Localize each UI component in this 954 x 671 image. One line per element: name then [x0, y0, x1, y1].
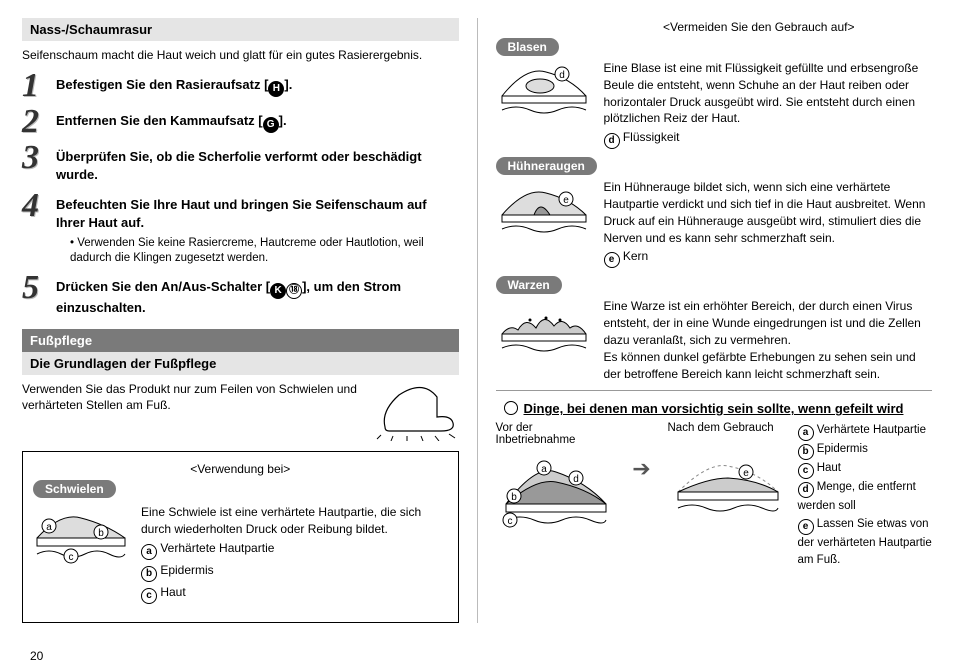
- step: 2Entfernen Sie den Kammaufsatz [G].: [22, 107, 459, 137]
- precaution-title: Dinge, bei denen man vorsichtig sein sol…: [504, 401, 933, 416]
- ref-icon: H: [268, 81, 284, 97]
- step-number: 3: [22, 143, 56, 173]
- skin-diagram: [496, 298, 592, 358]
- marker-icon: a: [141, 544, 157, 560]
- svg-text:c: c: [69, 552, 74, 563]
- foot-icon: [375, 381, 459, 441]
- legend-item: b Epidermis: [798, 441, 933, 460]
- marker-icon: e: [604, 252, 620, 268]
- precaution-legend: a Verhärtete Hautpartieb Epidermisc Haut…: [798, 422, 933, 569]
- callus-pill: Schwielen: [33, 480, 116, 498]
- wet-shave-intro: Seifenschaum macht die Haut weich und gl…: [22, 47, 459, 63]
- legend-item: c Haut: [798, 460, 933, 479]
- step-text: Entfernen Sie den Kammaufsatz [G].: [56, 107, 287, 133]
- step: 1Befestigen Sie den Rasieraufsatz [H].: [22, 71, 459, 101]
- left-column: Nass-/Schaumrasur Seifenschaum macht die…: [22, 18, 477, 623]
- after-label: Nach dem Gebrauch: [668, 422, 788, 434]
- before-label: Vor der Inbetriebnahme: [496, 422, 616, 446]
- ref-icon: ⑱: [286, 283, 302, 299]
- marker-icon: c: [141, 588, 157, 604]
- svg-text:a: a: [46, 522, 52, 533]
- marker-icon: c: [798, 463, 814, 479]
- legend-item: a Verhärtete Hautpartie: [798, 422, 933, 441]
- wet-shave-title: Nass-/Schaumrasur: [22, 18, 459, 41]
- skin-diagram: d: [496, 60, 592, 120]
- ref-icon: G: [263, 117, 279, 133]
- marker-icon: d: [798, 482, 814, 498]
- svg-text:d: d: [559, 70, 565, 81]
- legend-item: e Lassen Sie etwas von der verhärteten H…: [798, 516, 933, 570]
- footcare-sub: Die Grundlagen der Fußpflege: [22, 352, 459, 375]
- svg-text:e: e: [743, 468, 749, 479]
- page: Nass-/Schaumrasur Seifenschaum macht die…: [0, 0, 954, 623]
- after-diagram: e: [668, 436, 788, 526]
- skin-diagram: e: [496, 179, 592, 239]
- avoid-pill: Blasen: [496, 38, 559, 56]
- before-diagram: a b c d: [496, 448, 616, 538]
- step-number: 2: [22, 107, 56, 137]
- avoid-pill: Hühneraugen: [496, 157, 597, 175]
- avoid-item: HühneraugeneEin Hühnerauge bildet sich, …: [496, 157, 933, 268]
- svg-text:a: a: [541, 464, 547, 475]
- svg-text:d: d: [573, 474, 579, 485]
- page-number: 20: [30, 649, 43, 663]
- legend-item: d Menge, die entfernt werden soll: [798, 479, 933, 515]
- svg-text:e: e: [563, 195, 569, 206]
- legend-item: c Haut: [141, 584, 448, 604]
- usage-caption: <Verwendung bei>: [33, 462, 448, 476]
- step-number: 4: [22, 191, 56, 221]
- marker-icon: d: [604, 133, 620, 149]
- avoid-item: BlasendEine Blase ist eine mit Flüssigke…: [496, 38, 933, 149]
- step-text: Drücken Sie den An/Aus-Schalter [K⑱], um…: [56, 273, 459, 317]
- callus-text: Eine Schwiele ist eine verhärtete Hautpa…: [141, 504, 448, 604]
- avoid-text: Eine Warze ist ein erhöhter Bereich, der…: [604, 298, 933, 382]
- step-number: 5: [22, 273, 56, 303]
- marker-icon: a: [798, 425, 814, 441]
- svg-text:b: b: [98, 528, 104, 539]
- step-note: Verwenden Sie keine Rasiercreme, Hautcre…: [70, 236, 459, 267]
- avoid-caption: <Vermeiden Sie den Gebrauch auf>: [586, 20, 933, 34]
- footcare-title: Fußpflege: [22, 329, 459, 352]
- step: 5Drücken Sie den An/Aus-Schalter [K⑱], u…: [22, 273, 459, 317]
- legend-item: a Verhärtete Hautpartie: [141, 540, 448, 560]
- usage-box: <Verwendung bei> Schwielen a b c Eine Sc…: [22, 451, 459, 623]
- avoid-pill: Warzen: [496, 276, 562, 294]
- avoid-text: Ein Hühnerauge bildet sich, wenn sich ei…: [604, 179, 933, 268]
- step-text: Überprüfen Sie, ob die Scherfolie verfor…: [56, 143, 459, 184]
- ref-icon: K: [270, 283, 286, 299]
- step-number: 1: [22, 71, 56, 101]
- avoid-text: Eine Blase ist eine mit Flüssigkeit gefü…: [604, 60, 933, 149]
- right-column: <Vermeiden Sie den Gebrauch auf> Blasen d…: [477, 18, 933, 623]
- step: 4Befeuchten Sie Ihre Haut und bringen Si…: [22, 191, 459, 267]
- arrow-icon: ➔: [626, 422, 658, 482]
- step: 3Überprüfen Sie, ob die Scherfolie verfo…: [22, 143, 459, 184]
- svg-text:c: c: [507, 516, 512, 527]
- callus-diagram: a b c: [33, 504, 129, 564]
- marker-icon: b: [141, 566, 157, 582]
- svg-text:b: b: [511, 492, 517, 503]
- legend-item: b Epidermis: [141, 562, 448, 582]
- step-text: Befeuchten Sie Ihre Haut und bringen Sie…: [56, 191, 459, 267]
- footcare-text: Verwenden Sie das Produkt nur zum Feilen…: [22, 381, 367, 413]
- marker-icon: b: [798, 444, 814, 460]
- precaution-row: Vor der Inbetriebnahme a b c d ➔ Nach de…: [496, 422, 933, 569]
- avoid-item: Warzen Eine Warze ist ein erhöhter Bereic…: [496, 276, 933, 382]
- marker-icon: e: [798, 519, 814, 535]
- step-text: Befestigen Sie den Rasieraufsatz [H].: [56, 71, 292, 97]
